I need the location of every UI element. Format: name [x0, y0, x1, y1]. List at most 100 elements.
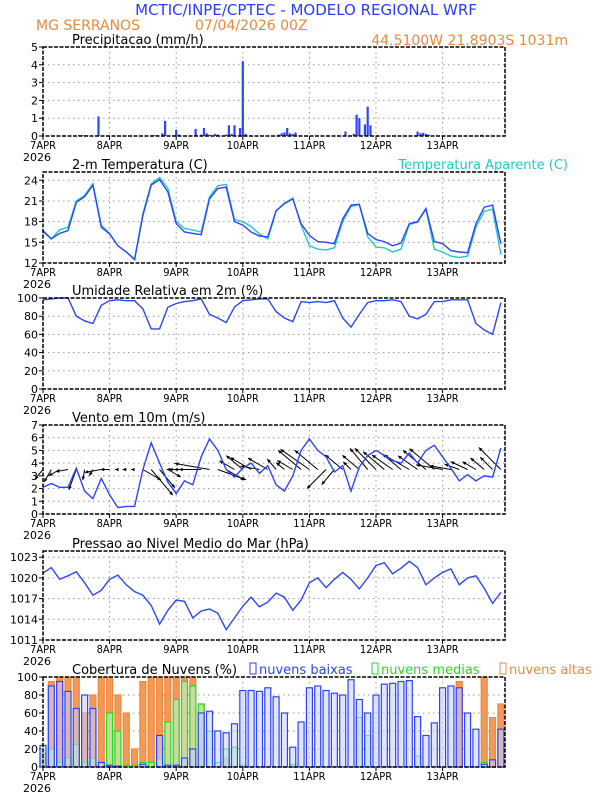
precip-bar	[205, 133, 208, 136]
low-cloud-bar	[439, 687, 447, 768]
precip-bar	[280, 133, 283, 136]
high-cloud-bar	[122, 712, 130, 768]
y-tick-label: 0	[31, 130, 38, 143]
wind-arrow-head	[354, 448, 359, 453]
high-cloud-bar	[480, 676, 488, 768]
temperature-line	[42, 178, 502, 261]
humidity-line	[42, 297, 502, 336]
panel-5: 0 20 40 60 80 100 7APR 8APR 9APR 10APR 11APR 12APR 1…	[17, 662, 592, 792]
precip-bar	[238, 127, 242, 136]
wind-arrow-head	[409, 448, 414, 453]
low-cloud-bar	[47, 685, 55, 768]
precip-bar	[363, 124, 366, 136]
y-tick-label: 60	[24, 707, 38, 720]
wind-arrow	[349, 448, 369, 470]
wind-arrow-head	[280, 449, 285, 453]
low-cloud-bar	[497, 728, 505, 768]
x-tick-label: 9APR	[163, 393, 189, 406]
wind-arrow-head	[294, 450, 299, 454]
wind-arrow	[478, 447, 502, 470]
precip-bar	[283, 132, 286, 136]
wind-arrow	[174, 462, 210, 470]
pressure-line	[42, 560, 502, 632]
wind-arrow-head	[130, 467, 135, 472]
precip-bar	[97, 116, 100, 136]
y-tick-label: 1017	[10, 593, 38, 606]
wind-arrow-head	[372, 455, 376, 459]
x-tick-label: 13APR	[427, 644, 459, 657]
low-cloud-bar	[289, 746, 297, 768]
x-year-label: 2026	[23, 655, 51, 668]
x-tick-label: 8APR	[97, 644, 123, 657]
precip-bar	[422, 132, 425, 136]
legend-low-clouds: nuvens baixas	[259, 663, 353, 678]
low-cloud-bar	[305, 687, 313, 768]
low-cloud-bar	[222, 732, 230, 768]
y-tick-label: 21	[24, 195, 38, 208]
low-cloud-bar	[197, 712, 205, 768]
x-tick-label: 9APR	[163, 267, 189, 280]
low-cloud-bar	[455, 687, 463, 768]
wind-arrow-head	[343, 461, 348, 466]
precip-bar	[161, 133, 164, 136]
panel-frame	[42, 46, 506, 137]
y-tick-label: 40	[24, 725, 38, 738]
y-tick-label: 0	[31, 761, 38, 774]
precip-bar	[424, 133, 428, 136]
x-tick-label: 11APR	[293, 771, 325, 784]
legend-high-clouds: nuvens altas	[509, 663, 592, 678]
x-tick-label: 13APR	[427, 518, 459, 531]
wind-arrow-head	[89, 471, 93, 476]
wind-arrow-head	[416, 463, 420, 468]
x-tick-label: 13APR	[427, 393, 459, 406]
low-cloud-bar	[89, 707, 97, 768]
wind-arrow-head	[402, 450, 407, 454]
wind-arrow	[294, 449, 319, 470]
precip-bar	[244, 133, 247, 136]
low-cloud-bar	[230, 723, 239, 768]
panel-frame	[42, 550, 506, 641]
x-tick-label: 8APR	[97, 140, 123, 153]
wind-arrow-head	[166, 467, 171, 472]
panel-title: Cobertura de Nuvens (%)	[72, 663, 237, 678]
low-cloud-bar	[372, 694, 380, 768]
low-cloud-bar	[339, 694, 347, 768]
mid-cloud-bar	[105, 712, 114, 768]
precip-bar	[355, 114, 358, 136]
x-tick-label: 11APR	[293, 140, 325, 153]
y-tick-label: 4	[31, 457, 38, 470]
precip-bar	[233, 125, 236, 136]
legend-apparent-temperature: Temperatura Aparente (C)	[397, 158, 568, 173]
y-tick-label: 20	[24, 743, 38, 756]
low-cloud-bar	[330, 692, 338, 768]
low-cloud-bar	[247, 689, 255, 768]
high-cloud-bar	[130, 748, 139, 768]
x-tick-label: 12APR	[360, 140, 392, 153]
x-tick-label: 13APR	[427, 267, 459, 280]
x-tick-label: 12APR	[360, 393, 392, 406]
high-cloud-bar	[97, 676, 105, 768]
y-tick-label: 100	[17, 292, 38, 305]
y-tick-label: 3	[31, 77, 38, 90]
x-tick-label: 10APR	[227, 393, 259, 406]
wind-arrow-head	[34, 475, 39, 480]
x-year-label: 2026	[23, 151, 51, 164]
panel-title: Umidade Relativa em 2m (%)	[72, 284, 263, 299]
legend-mid-clouds: nuvens medias	[381, 663, 480, 678]
low-cloud-bar	[322, 689, 330, 768]
low-cloud-bar	[214, 730, 222, 768]
x-year-label: 2026	[23, 529, 51, 542]
y-tick-label: 4	[31, 59, 38, 72]
x-tick-label: 8APR	[97, 267, 123, 280]
panel-frame	[42, 171, 506, 264]
y-tick-label: 5	[31, 41, 38, 54]
high-cloud-bar	[139, 680, 147, 768]
low-cloud-bar	[389, 682, 397, 768]
wind-arrow-head	[44, 477, 48, 482]
y-tick-label: 18	[24, 216, 38, 229]
wind-arrow-head	[169, 491, 173, 496]
precip-bar	[416, 131, 419, 136]
y-tick-label: 40	[24, 347, 38, 360]
x-tick-label: 10APR	[227, 771, 259, 784]
